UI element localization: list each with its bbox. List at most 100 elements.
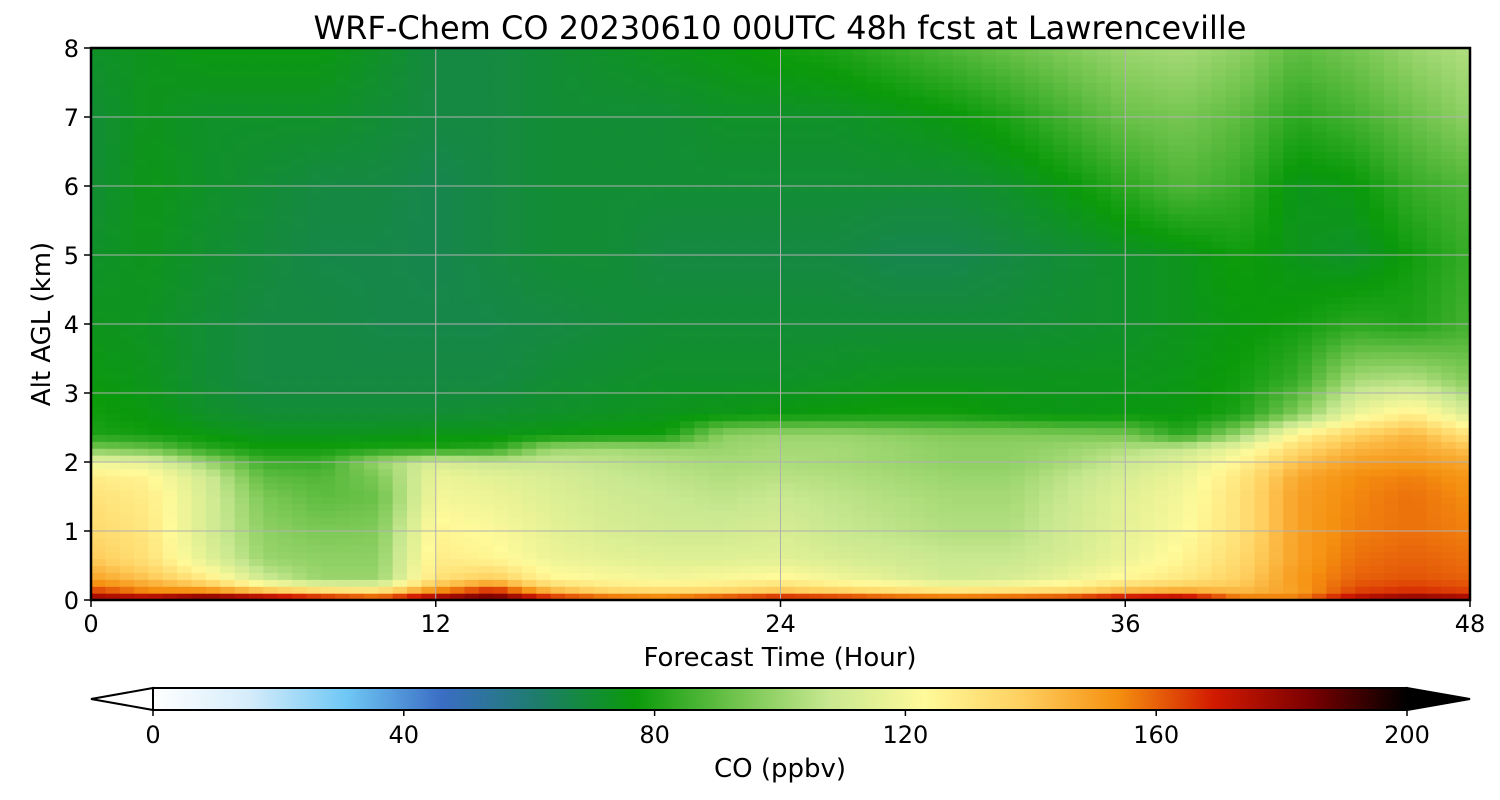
heatmap-cell (277, 351, 293, 360)
heatmap-cell (995, 310, 1011, 318)
heatmap-cell (292, 289, 308, 297)
heatmap-cell (679, 268, 695, 277)
heatmap-cell (507, 317, 523, 325)
heatmap-cell (220, 248, 236, 256)
heatmap-cell (1455, 420, 1470, 429)
heatmap-cell (593, 531, 609, 539)
heatmap-cell (837, 517, 853, 525)
heatmap-cell (306, 455, 322, 463)
heatmap-cell (277, 379, 293, 387)
heatmap-cell (392, 337, 408, 346)
heatmap-cell (1225, 303, 1241, 311)
heatmap-cell (1383, 351, 1399, 360)
heatmap-cell (1441, 379, 1457, 387)
heatmap-cell (536, 593, 552, 600)
heatmap-cell (636, 572, 652, 580)
heatmap-cell (363, 358, 379, 366)
heatmap-cell (1441, 455, 1457, 463)
heatmap-cell (1283, 386, 1299, 394)
heatmap-cell (1240, 448, 1256, 456)
heatmap-cell (1024, 537, 1040, 546)
heatmap-cell (1441, 317, 1457, 325)
heatmap-cell (349, 462, 365, 470)
heatmap-cell (723, 427, 738, 435)
heatmap-cell (378, 261, 394, 270)
heatmap-cell (1240, 386, 1256, 394)
heatmap-cell (694, 275, 710, 284)
heatmap-cell (995, 393, 1011, 401)
heatmap-cell (191, 503, 207, 511)
heatmap-cell (320, 296, 336, 304)
heatmap-cell (694, 593, 710, 600)
heatmap-cell (1340, 503, 1356, 511)
heatmap-cell (938, 406, 954, 415)
heatmap-cell (536, 531, 552, 539)
heatmap-cell (1067, 524, 1083, 532)
heatmap-cell (1067, 462, 1083, 470)
heatmap-cell (335, 427, 351, 435)
heatmap-cell (665, 427, 681, 435)
heatmap-cell (679, 462, 695, 470)
heatmap-cell (1082, 310, 1098, 318)
heatmap-cell (1039, 289, 1055, 297)
heatmap-cell (636, 441, 652, 449)
heatmap-cell (119, 462, 135, 470)
heatmap-cell (1311, 324, 1327, 332)
heatmap-cell (335, 468, 351, 477)
heatmap-cell (1125, 365, 1141, 373)
heatmap-cell (924, 406, 940, 415)
heatmap-cell (507, 330, 523, 339)
heatmap-cell (1426, 558, 1442, 567)
heatmap-cell (1139, 241, 1155, 249)
heatmap-cell (1398, 531, 1414, 539)
heatmap-cell (608, 399, 624, 408)
heatmap-cell (1355, 427, 1371, 435)
heatmap-cell (148, 558, 164, 567)
heatmap-cell (593, 448, 609, 456)
heatmap-cell (148, 268, 164, 277)
heatmap-cell (1211, 261, 1227, 270)
heatmap-cell (622, 358, 638, 366)
heatmap-cell (249, 372, 264, 380)
heatmap-cell (852, 462, 868, 470)
heatmap-cell (507, 296, 523, 304)
heatmap-cell (148, 593, 164, 600)
heatmap-cell (1067, 482, 1083, 491)
heatmap-cell (1067, 427, 1083, 435)
heatmap-cell (134, 275, 150, 284)
heatmap-cell (1096, 503, 1112, 511)
heatmap-cell (1398, 434, 1414, 442)
heatmap-cell (191, 330, 207, 339)
heatmap-cell (148, 261, 164, 270)
heatmap-cell (1211, 289, 1227, 297)
heatmap-cell (148, 524, 164, 532)
heatmap-cell (1096, 358, 1112, 366)
heatmap-cell (105, 489, 121, 498)
heatmap-cell (780, 317, 796, 325)
heatmap-cell (1153, 296, 1169, 304)
heatmap-cell (392, 496, 408, 504)
heatmap-cell (909, 282, 925, 291)
heatmap-cell (292, 344, 308, 353)
heatmap-cell (1182, 303, 1198, 311)
heatmap-cell (1240, 324, 1256, 332)
heatmap-cell (1024, 358, 1040, 366)
heatmap-cell (1225, 537, 1241, 546)
heatmap-cell (809, 551, 825, 560)
heatmap-cell (1053, 324, 1069, 332)
heatmap-cell (148, 468, 164, 477)
heatmap-cell (1326, 558, 1342, 567)
heatmap-cell (608, 517, 624, 525)
heatmap-cell (593, 317, 609, 325)
heatmap-cell (636, 496, 652, 504)
heatmap-cell (1340, 248, 1356, 256)
heatmap-cell (766, 544, 782, 553)
heatmap-cell (593, 565, 609, 573)
heatmap-cell (1441, 324, 1457, 332)
heatmap-cell (694, 565, 710, 573)
heatmap-cell (277, 337, 293, 346)
heatmap-cell (205, 241, 221, 249)
heatmap-cell (320, 586, 336, 594)
heatmap-cell (636, 420, 652, 429)
heatmap-cell (1326, 330, 1342, 339)
